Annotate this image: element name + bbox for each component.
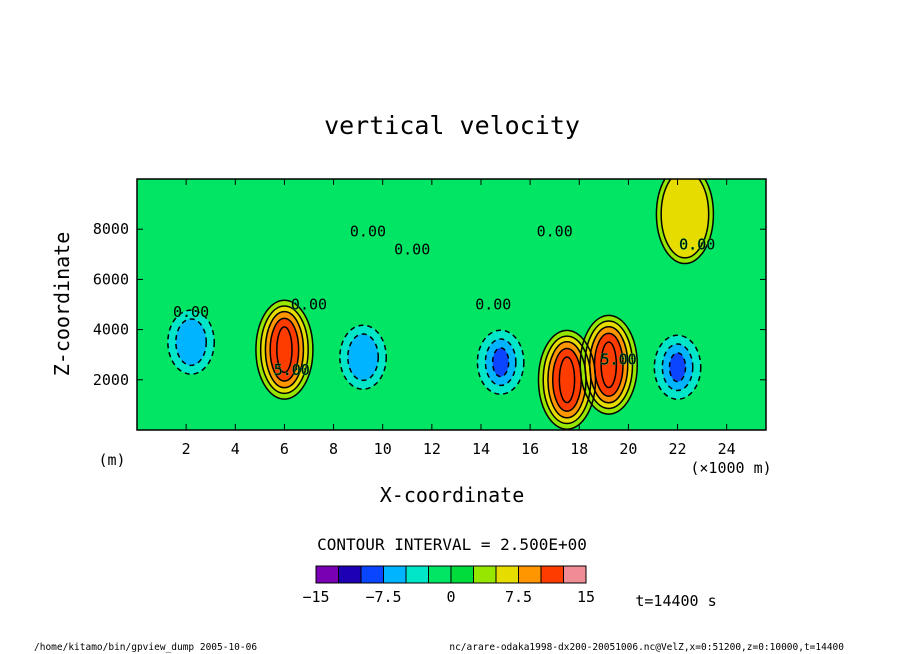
colorbar-swatch [495,565,519,584]
colorbar-swatch [428,565,452,584]
colorbar-swatch [405,565,429,584]
y-tick-label: 2000 [93,371,129,389]
field-patch [276,326,293,373]
x-tick-label: 14 [472,440,490,458]
contour-line [593,332,624,397]
colorbar-tick-label: 0 [446,588,455,606]
x-tick-label: 18 [570,440,588,458]
colorbar-tick-label: 15 [577,588,595,606]
x-tick-label: 24 [718,440,736,458]
contour-line [276,326,293,374]
colorbar-swatch [383,565,407,584]
field-patch [347,334,379,381]
field-patch [661,179,709,258]
colorbar-swatch [540,565,564,584]
colorbar-swatch [315,565,339,584]
contour-line [347,333,379,382]
contour-interval-text: CONTOUR INTERVAL = 2.500E+00 [317,535,587,554]
x-axis: 2 4 6 8 10 12 14 16 18 20 22 24 [182,179,736,458]
x-tick-label: 22 [669,440,687,458]
contour-line [600,341,618,389]
contour-label: 0.00 [537,223,573,241]
contour-line [339,324,387,390]
contour-labels: 0.00 0.00 0.00 0.00 0.00 0.00 0.00 5.00 5.00 [173,222,716,379]
contour-line [269,317,300,382]
y-axis-label: Z-coordinate [50,232,74,377]
contour-line [255,299,314,400]
contour-line [660,179,710,259]
x-tick-label: 10 [374,440,392,458]
contour-line [661,343,694,392]
colorbar-swatch [338,565,362,584]
x-tick-label: 2 [182,440,191,458]
y-axis: 2000 4000 6000 8000 [93,220,766,389]
contour-line [668,352,687,383]
contour-line [653,334,702,400]
plot-frame [136,178,767,431]
colorbar-ticks: −15 −7.5 0 7.5 15 [302,588,595,606]
field-patch [492,347,509,377]
contour-label: 0.00 [350,223,386,241]
contour-line [167,309,216,375]
field-patch [601,341,617,388]
plot-area [137,179,766,430]
field-patch [559,357,575,403]
contour-label: 5.00 [274,361,310,379]
chart-title: vertical velocity [324,111,580,140]
colorbar-tick-label: 7.5 [505,588,532,606]
x-tick-label: 16 [521,440,539,458]
y-tick-label: 6000 [93,270,129,288]
contour-label: 0.00 [394,240,430,258]
colorbar [315,565,587,584]
contour-label: 0.00 [291,296,327,314]
colorbar-swatch [563,565,587,584]
contour-line [175,318,208,367]
x-tick-label: 4 [231,440,240,458]
time-label: t=14400 s [635,592,716,610]
field-patch [669,352,686,382]
colorbar-swatch [360,565,384,584]
contour-label: 0.00 [173,303,209,321]
y-tick-label: 4000 [93,321,129,339]
colorbar-swatch [473,565,497,584]
footer-right: nc/arare-odaka1998-dx200-20051006.nc@Vel… [449,642,844,653]
contour-line [259,305,309,395]
field-patch [175,318,207,366]
contour-line [476,329,525,395]
y-unit-label: (m) [98,451,125,469]
contour-label: 0.00 [475,296,511,314]
contour-line [491,347,510,378]
contour-line [589,325,629,404]
x-unit-label: (×1000 m) [690,459,771,477]
colorbar-swatch [450,565,474,584]
contour-label: 5.00 [601,351,637,369]
contour-label: 0.00 [679,235,715,253]
x-tick-label: 8 [329,440,338,458]
contour-line [584,320,634,410]
x-tick-label: 12 [423,440,441,458]
x-axis-label: X-coordinate [380,483,525,507]
contour-line [558,356,576,404]
colorbar-tick-label: −15 [302,588,329,606]
footer-left: /home/kitamo/bin/gpview_dump 2005-10-06 [34,642,257,653]
x-tick-label: 6 [280,440,289,458]
contour-line [264,310,305,389]
contour-line [484,338,517,387]
colorbar-tick-label: −7.5 [365,588,401,606]
contour-line [655,179,715,265]
contour-line [579,314,638,415]
colorbar-swatch [518,565,542,584]
x-tick-label: 20 [619,440,637,458]
y-tick-label: 8000 [93,220,129,238]
